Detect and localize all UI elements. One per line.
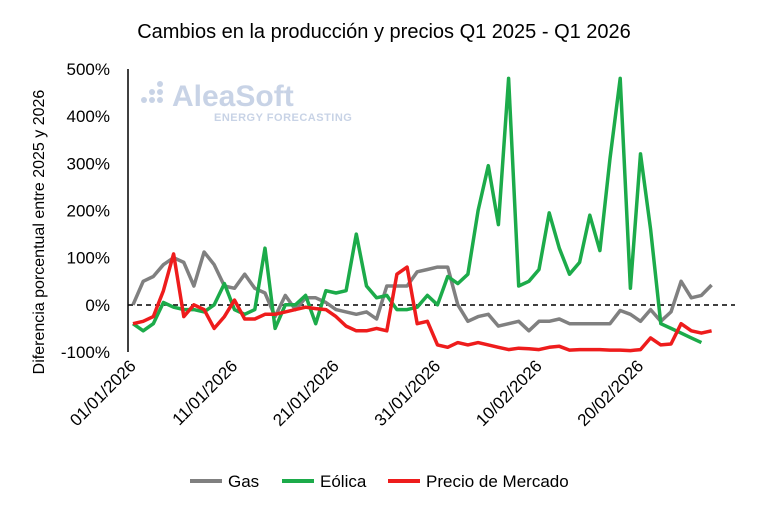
y-tick-label: 0%	[85, 296, 110, 315]
x-tick-label: 20/02/2026	[574, 356, 648, 430]
y-axis-label: Diferencia porcentual entre 2025 y 2026	[31, 90, 48, 375]
watermark: AleaSoft ENERGY FORECASTING	[141, 80, 352, 124]
legend: Gas Eólica Precio de Mercado	[190, 472, 569, 491]
x-tick-label: 10/02/2026	[472, 356, 546, 430]
series-line-1	[132, 76, 703, 345]
legend-label-eolica: Eólica	[320, 472, 367, 491]
y-tick-label: 100%	[67, 249, 110, 268]
y-tick-label: -100%	[61, 343, 110, 362]
chart-title: Cambios en la producción y precios Q1 20…	[137, 21, 631, 43]
x-tick-labels: 01/01/2026 11/01/2026 21/01/2026 31/01/2026…	[66, 356, 647, 430]
legend-label-precio: Precio de Mercado	[426, 472, 569, 491]
x-tick-label: 21/01/2026	[269, 356, 343, 430]
series-line-2	[132, 252, 712, 353]
y-tick-label: 400%	[67, 107, 110, 126]
legend-item-gas: Gas	[190, 472, 259, 491]
legend-item-eolica: Eólica	[282, 472, 367, 491]
watermark-dots-icon	[141, 81, 163, 103]
legend-label-gas: Gas	[228, 472, 259, 491]
series-line-0	[131, 250, 713, 333]
x-tick-label: 31/01/2026	[371, 356, 445, 430]
watermark-brand: AleaSoft	[172, 80, 294, 113]
y-tick-label: 500%	[67, 60, 110, 79]
y-tick-label: 300%	[67, 154, 110, 173]
series-lines	[131, 76, 713, 353]
y-tick-labels: -100% 0% 100% 200% 300% 400% 500%	[61, 60, 110, 362]
watermark-tagline: ENERGY FORECASTING	[214, 112, 352, 124]
x-tick-label: 01/01/2026	[66, 356, 140, 430]
x-tick-label: 11/01/2026	[169, 356, 242, 429]
y-tick-label: 200%	[67, 202, 110, 221]
legend-item-precio: Precio de Mercado	[388, 472, 569, 491]
